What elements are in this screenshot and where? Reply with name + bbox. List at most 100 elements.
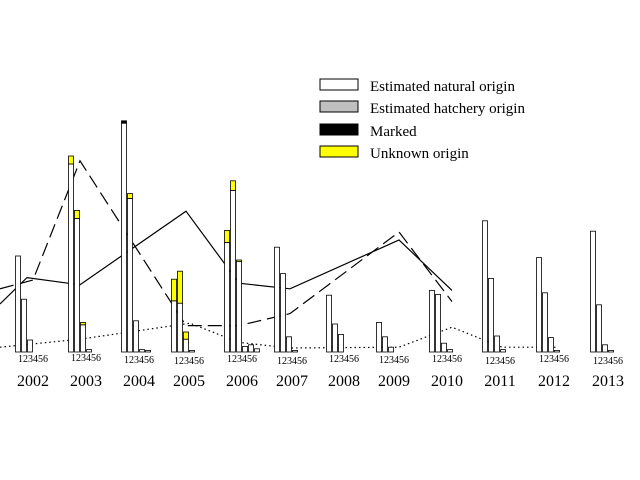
bar-segment-natural: [133, 320, 139, 353]
bar-2010-1: [429, 289, 435, 353]
legend-label-marked: Marked: [370, 124, 417, 140]
bar-2002-2: [21, 298, 27, 353]
month-ticks-2011: 123456: [485, 356, 515, 367]
bar-2005-1: [171, 278, 177, 353]
bar-2007-1: [274, 246, 280, 353]
bar-segment-natural: [224, 241, 230, 353]
bar-2006-3: [236, 259, 242, 353]
bar-2007-4: [292, 349, 298, 353]
bar-segment-natural: [488, 277, 494, 353]
series-line-dashed: [0, 159, 453, 327]
year-label-2012: 2012: [538, 373, 570, 390]
bar-2006-4: [242, 345, 248, 353]
bar-segment-natural: [441, 342, 447, 353]
bar-segment-natural: [542, 292, 548, 353]
month-ticks-2012: 123456: [539, 354, 569, 365]
bar-2009-2: [382, 336, 388, 353]
bar-segment-natural: [548, 337, 554, 353]
bar-segment-natural: [590, 230, 596, 353]
bar-segment-natural: [189, 349, 195, 353]
bar-segment-natural: [236, 261, 242, 353]
bar-segment-natural: [145, 349, 151, 353]
legend-swatch-unknown: [319, 145, 359, 158]
bar-segment-unknown: [127, 193, 133, 199]
series-line-solid: [0, 210, 453, 305]
bar-segment-natural: [596, 304, 602, 353]
bar-segment-natural: [338, 333, 344, 353]
bar-2006-1: [224, 229, 230, 353]
bar-2013-1: [590, 230, 596, 353]
month-ticks-2003: 123456: [71, 353, 101, 364]
bar-2009-1: [376, 321, 382, 353]
year-label-2010: 2010: [431, 373, 463, 390]
bar-2004-3: [133, 320, 139, 353]
month-ticks-2008: 123456: [329, 354, 359, 365]
bar-segment-marked: [121, 120, 127, 124]
series-line-dotted: [0, 322, 557, 349]
bar-2004-2: [127, 193, 133, 353]
bar-2004-1: [121, 120, 127, 353]
bar-2010-3: [441, 342, 447, 353]
bar-segment-natural: [286, 336, 292, 353]
bar-segment-unknown: [224, 229, 230, 243]
bar-segment-natural: [280, 273, 286, 353]
bar-segment-natural: [183, 338, 189, 353]
bar-segment-natural: [248, 344, 254, 353]
bar-segment-natural: [292, 349, 298, 353]
legend-swatch-natural: [319, 78, 359, 91]
month-tick-labels: 123456 123456 123456 123456 123456 123456 1234…: [18, 353, 623, 367]
bar-2012-1: [536, 257, 542, 353]
month-ticks-2004: 123456: [124, 355, 154, 366]
bar-segment-unknown: [183, 331, 189, 340]
bar-segment-natural: [482, 220, 488, 353]
bar-segment-natural: [177, 302, 183, 353]
bar-2006-5: [248, 344, 254, 353]
bar-2006-6: [254, 348, 260, 353]
bar-2005-2: [177, 270, 183, 353]
bar-2011-2: [488, 277, 494, 353]
bar-2006-2: [230, 180, 236, 353]
year-labels: 2002 2003 2004 2005 2006 2007 2008 2009 2010 2011…: [17, 373, 624, 390]
bar-segment-natural: [121, 122, 127, 353]
year-label-2009: 2009: [378, 373, 410, 390]
bar-segment-natural: [382, 336, 388, 353]
bar-segment-natural: [326, 294, 332, 353]
bar-2002-3: [27, 339, 33, 353]
bar-segment-natural: [274, 246, 280, 353]
bar-segment-natural: [554, 349, 560, 353]
bar-2007-2: [280, 273, 286, 353]
bar-2005-3: [183, 331, 189, 353]
legend-swatch-marked: [319, 123, 359, 136]
month-ticks-2002: 123456: [18, 354, 48, 365]
bar-segment-natural: [127, 197, 133, 353]
bar-2008-1: [326, 294, 332, 353]
bar-segment-natural: [500, 349, 506, 353]
bar-2008-3: [338, 333, 344, 353]
month-ticks-2010: 123456: [432, 354, 462, 365]
bar-2007-3: [286, 336, 292, 353]
year-label-2004: 2004: [123, 373, 155, 390]
bar-segment-unknown: [171, 278, 177, 302]
month-ticks-2013: 123456: [593, 356, 623, 367]
bar-segment-natural: [608, 349, 614, 353]
bar-2004-4: [139, 349, 145, 353]
bar-2012-2: [542, 292, 548, 353]
bar-segment-natural: [68, 163, 74, 353]
bar-2010-4: [447, 349, 453, 353]
bar-segment-natural: [80, 324, 86, 353]
bar-2010-2: [435, 293, 441, 353]
bar-segment-natural: [15, 255, 21, 353]
bar-2013-4: [608, 349, 614, 353]
bar-2011-4: [500, 349, 506, 353]
bar-2011-3: [494, 335, 500, 353]
bar-segment-unknown: [74, 209, 80, 219]
month-ticks-2007: 123456: [277, 356, 307, 367]
bar-segment-natural: [332, 323, 338, 353]
bar-2012-3: [548, 337, 554, 353]
bar-segment-natural: [429, 289, 435, 353]
bar-segment-natural: [139, 349, 145, 353]
legend-label-unknown: Unknown origin: [370, 146, 469, 162]
bar-segment-unknown: [236, 259, 242, 263]
bar-2003-4: [86, 349, 92, 353]
